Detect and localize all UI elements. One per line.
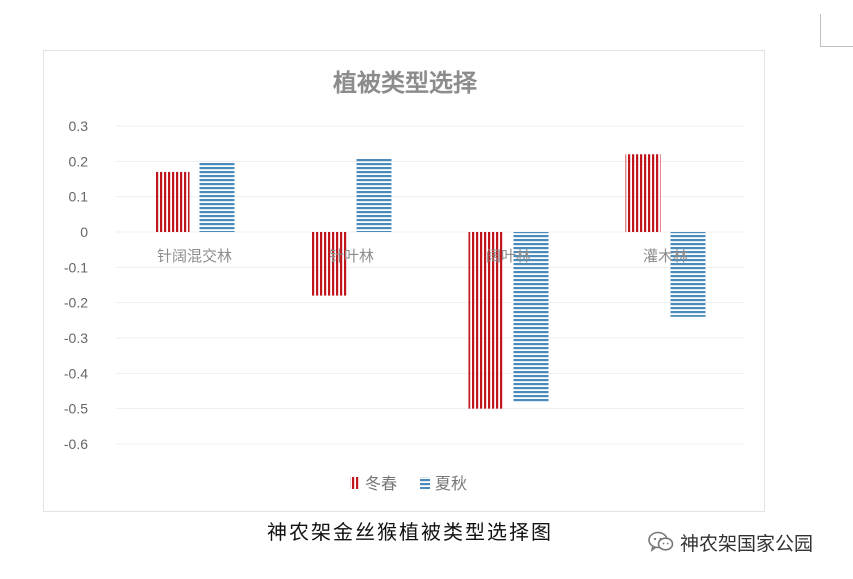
figure-caption: 神农架金丝猴植被类型选择图 [267,520,553,544]
bar-冬春-灌木林 [625,154,661,232]
page-corner-mark [820,14,853,47]
vegetation-chart: 植被类型选择 0.3 0.2 0.1 0 -0.1 -0.2 -0.3 -0.4 -0.5 -0.… [64,68,744,493]
category-label: 针阔混交林 [157,247,232,265]
chart-frame: 植被类型选择 0.3 0.2 0.1 0 -0.1 -0.2 -0.3 -0.4 -0.5 -0.… [43,50,765,512]
legend-label: 冬春 [365,474,397,493]
y-tick-label: 0 [80,224,88,240]
y-tick-label: 0.3 [69,118,89,134]
bar-夏秋-针阔混交林 [199,161,235,232]
wechat-icon [648,531,674,553]
bar-夏秋-针叶林 [356,157,392,232]
legend-swatch [420,477,430,489]
legend-swatch [350,477,360,489]
y-tick-label: -0.3 [64,330,88,346]
y-axis-tick-labels: 0.3 0.2 0.1 0 -0.1 -0.2 -0.3 -0.4 -0.5 -0.6 [64,118,88,452]
legend-label: 夏秋 [435,474,467,493]
bar-冬春-阔叶林 [468,232,504,409]
bar-冬春-针阔混交林 [154,171,190,232]
y-tick-label: -0.2 [64,295,88,311]
chart-title: 植被类型选择 [333,68,478,97]
bar-冬春-针叶林 [311,232,347,296]
category-label: 灌木林 [643,247,688,265]
y-tick-label: -0.4 [64,365,88,381]
category-label: 针叶林 [329,247,374,265]
y-tick-label: 0.2 [69,153,89,169]
bar-夏秋-阔叶林 [513,232,549,402]
category-label: 阔叶林 [486,247,531,265]
category-labels: 针阔混交林 针叶林 阔叶林 灌木林 [157,247,688,265]
watermark: 神农架国家公园 [648,528,813,556]
y-tick-label: -0.5 [64,401,88,417]
y-tick-label: -0.1 [64,259,88,275]
y-tick-label: 0.1 [69,189,89,205]
watermark-text: 神农架国家公园 [680,532,814,555]
y-tick-label: -0.6 [64,436,88,452]
legend: 冬春 夏秋 [350,474,467,493]
bar-夏秋-灌木林 [670,232,706,317]
bars [154,154,706,409]
